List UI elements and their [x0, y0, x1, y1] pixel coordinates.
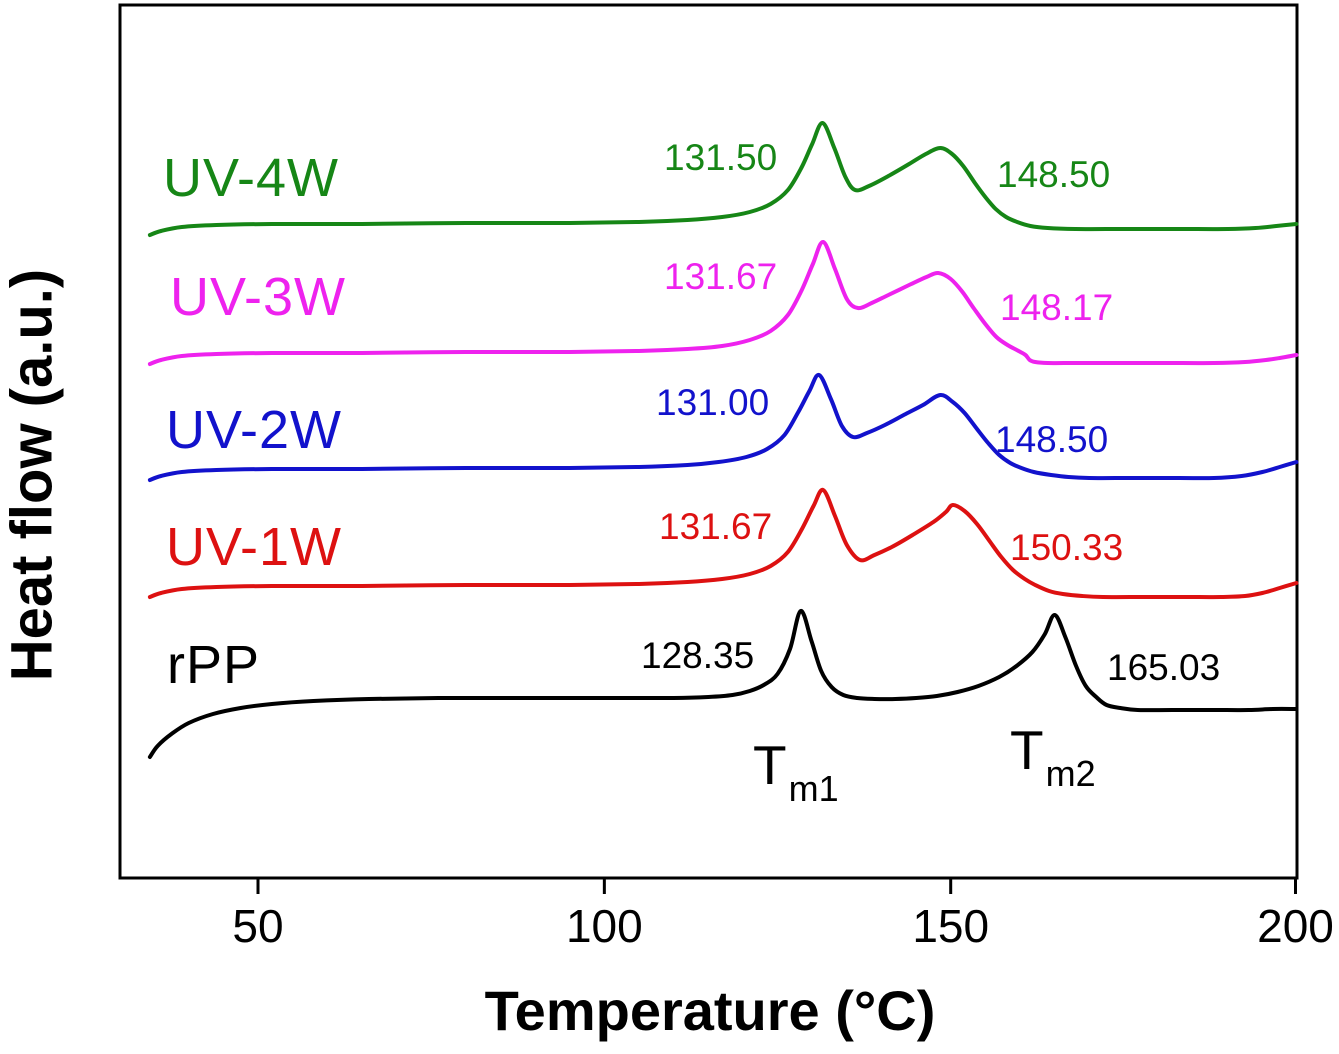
- y-axis-title: Heat flow (a.u.): [0, 268, 65, 682]
- peak-label-uv-3w-tm1: 131.67: [664, 256, 778, 297]
- x-tick-label-150: 150: [912, 900, 990, 952]
- dsc-curves: [147, 121, 1299, 759]
- x-tick-label-100: 100: [565, 900, 643, 952]
- peak-label-rpp-tm1: 128.35: [641, 635, 755, 676]
- annotation-tm1-base: T: [753, 734, 787, 796]
- curve-label-uv-3w: UV-3W: [170, 267, 347, 327]
- peak-label-uv-1w-tm2: 150.33: [1010, 527, 1124, 568]
- curve-label-uv-2w: UV-2W: [166, 400, 343, 460]
- x-tick-label-50: 50: [232, 900, 284, 952]
- curve-uv-3w: [147, 240, 1299, 366]
- plot-border: [118, 3, 1299, 880]
- annotation-tm2: Tm2: [1010, 718, 1096, 794]
- peak-label-uv-4w-tm2: 148.50: [997, 154, 1111, 195]
- x-axis-title: Temperature (°C): [484, 979, 936, 1042]
- peak-label-rpp-tm2: 165.03: [1107, 647, 1221, 688]
- curve-label-rpp: rPP: [167, 635, 261, 695]
- peak-label-uv-1w-tm1: 131.67: [659, 506, 773, 547]
- annotation-tm1: Tm1: [753, 733, 839, 809]
- curve-uv-1w: [147, 487, 1299, 600]
- x-tick-label-200: 200: [1257, 900, 1334, 952]
- curve-uv-2w: [147, 372, 1299, 482]
- curve-rpp: [147, 608, 1299, 759]
- peak-label-uv-2w-tm1: 131.00: [656, 382, 770, 423]
- annotation-tm2-base: T: [1010, 719, 1044, 781]
- peak-label-uv-3w-tm2: 148.17: [1000, 287, 1114, 328]
- peak-label-uv-4w-tm1: 131.50: [664, 137, 778, 178]
- annotation-tm2-sub: m2: [1045, 753, 1096, 794]
- curve-label-uv-1w: UV-1W: [166, 517, 343, 577]
- annotation-tm1-sub: m1: [788, 768, 839, 809]
- x-axis-ticks: [256, 878, 1297, 894]
- peak-label-uv-2w-tm2: 148.50: [995, 419, 1109, 460]
- curve-label-uv-4w: UV-4W: [163, 148, 340, 208]
- curve-uv-4w: [147, 121, 1299, 237]
